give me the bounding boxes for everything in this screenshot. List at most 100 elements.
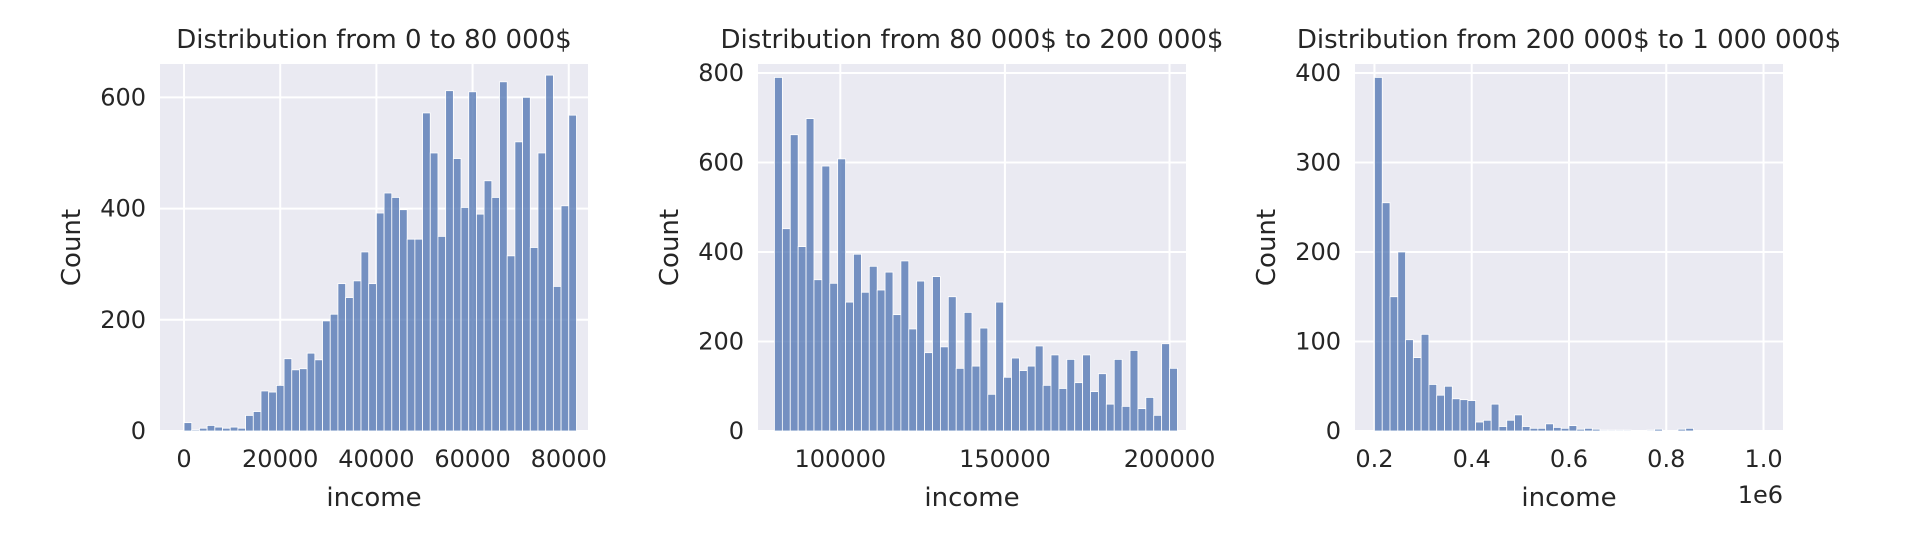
histogram-bar (1685, 427, 1694, 432)
histogram-bar (1553, 427, 1562, 432)
histogram-bar (206, 425, 216, 432)
histogram-bar (900, 260, 910, 432)
histogram-bar (399, 209, 408, 432)
histogram-bar (916, 280, 925, 432)
histogram-bar (568, 114, 577, 432)
histogram-bar (805, 118, 815, 432)
histogram-bar (199, 427, 208, 432)
histogram-bar (1397, 251, 1406, 432)
histogram-bar (1623, 429, 1632, 432)
histogram-bar (1019, 370, 1028, 432)
histogram-bar (1381, 202, 1391, 432)
histogram-bar (1529, 427, 1539, 432)
x-tick-label: 1.0 (1744, 445, 1782, 473)
histogram-bar (924, 352, 933, 432)
histogram-bar (1034, 345, 1044, 432)
y-tick-label: 400 (1295, 59, 1341, 87)
histogram-bar (1506, 419, 1515, 432)
histogram-bar (1121, 405, 1131, 432)
histogram-bar (1444, 385, 1453, 432)
chart-panel-2: 100000 150000 200000 0 200 400 600 800 Distribut… (655, 25, 1223, 513)
histogram-bar (429, 152, 439, 432)
chart-title: Distribution from 0 to 80 000$ (176, 25, 571, 55)
histogram-bar (537, 152, 547, 432)
histogram-bar (1591, 428, 1601, 432)
histogram-bar (971, 365, 981, 432)
histogram-bar (322, 320, 331, 432)
histogram-bar (1646, 429, 1656, 432)
x-tick-label: 0.2 (1355, 445, 1393, 473)
histogram-bar (1576, 428, 1585, 432)
histogram-bar (1003, 376, 1012, 432)
histogram-bar (1074, 382, 1084, 432)
chart-title: Distribution from 80 000$ to 200 000$ (721, 25, 1224, 55)
histogram-bar (522, 96, 531, 432)
histogram-bar (422, 112, 431, 432)
x-tick-label: 0.4 (1453, 445, 1491, 473)
histogram-bar (299, 368, 308, 432)
x-tick-label: 60000 (434, 445, 510, 473)
histogram-bar (275, 385, 285, 432)
x-axis-label: income (924, 483, 1019, 513)
histogram-bar (1584, 427, 1593, 432)
histogram-bar (789, 134, 799, 432)
histogram-bar (1145, 397, 1155, 432)
x-axis-offset-label: 1e6 (1738, 481, 1783, 509)
histogram-bar (406, 238, 416, 432)
y-tick-label: 200 (100, 306, 146, 334)
histogram-bar (437, 235, 447, 432)
histogram-bar (352, 280, 362, 432)
histogram-bar (452, 158, 462, 432)
histogram-bar (1521, 426, 1531, 432)
histogram-bar (797, 246, 807, 432)
histogram-bar (939, 346, 949, 432)
histogram-bar (376, 212, 385, 432)
histogram-bar (1483, 419, 1492, 432)
histogram-bar (491, 197, 500, 432)
x-tick-label: 20000 (242, 445, 318, 473)
y-tick-label: 0 (729, 417, 744, 445)
histogram-bar (1514, 414, 1523, 432)
histogram-bar (345, 297, 354, 432)
histogram-bar (1568, 425, 1578, 432)
histogram-bar (868, 265, 878, 432)
y-tick-label: 400 (698, 238, 744, 266)
histogram-bar (1066, 358, 1076, 432)
histogram-bar (1436, 394, 1445, 432)
histogram-bar (545, 74, 554, 432)
histogram-bar (845, 301, 854, 432)
y-tick-label: 800 (698, 59, 744, 87)
histogram-bar (383, 192, 393, 432)
histogram-bar (329, 313, 339, 432)
histogram-bar (1082, 354, 1091, 432)
histogram-bar (1026, 365, 1036, 432)
y-tick-label: 300 (1295, 148, 1341, 176)
x-tick-label: 150000 (959, 445, 1051, 473)
histogram-bar (214, 426, 223, 432)
histogram-bar (892, 314, 902, 432)
histogram-bar (1459, 399, 1469, 432)
histogram-bar (1615, 429, 1624, 432)
chart-panel-1: 0 20000 40000 60000 80000 0 200 400 600 Distribut… (57, 25, 607, 513)
x-tick-label: 0.6 (1550, 445, 1588, 473)
histogram-bar (1169, 367, 1178, 432)
histogram-bar (222, 427, 231, 432)
histogram-bar (1677, 428, 1687, 432)
histogram-bar (932, 276, 941, 432)
histogram-bar (995, 301, 1005, 432)
histogram-bar (813, 279, 823, 432)
histogram-bar (245, 415, 254, 432)
histogram-bar (237, 427, 247, 432)
histogram-bar (837, 158, 846, 432)
histogram-bar (1105, 403, 1115, 432)
histogram-bar (947, 296, 957, 432)
histogram-bar (445, 90, 454, 432)
x-tick-label: 200000 (1124, 445, 1216, 473)
histogram-bar (1090, 391, 1099, 432)
y-tick-label: 0 (131, 417, 146, 445)
histogram-bar (260, 390, 270, 432)
histogram-bar (514, 141, 523, 432)
histogram-bar (1537, 427, 1547, 432)
histogram-bar (1374, 77, 1383, 432)
y-tick-label: 600 (100, 83, 146, 111)
